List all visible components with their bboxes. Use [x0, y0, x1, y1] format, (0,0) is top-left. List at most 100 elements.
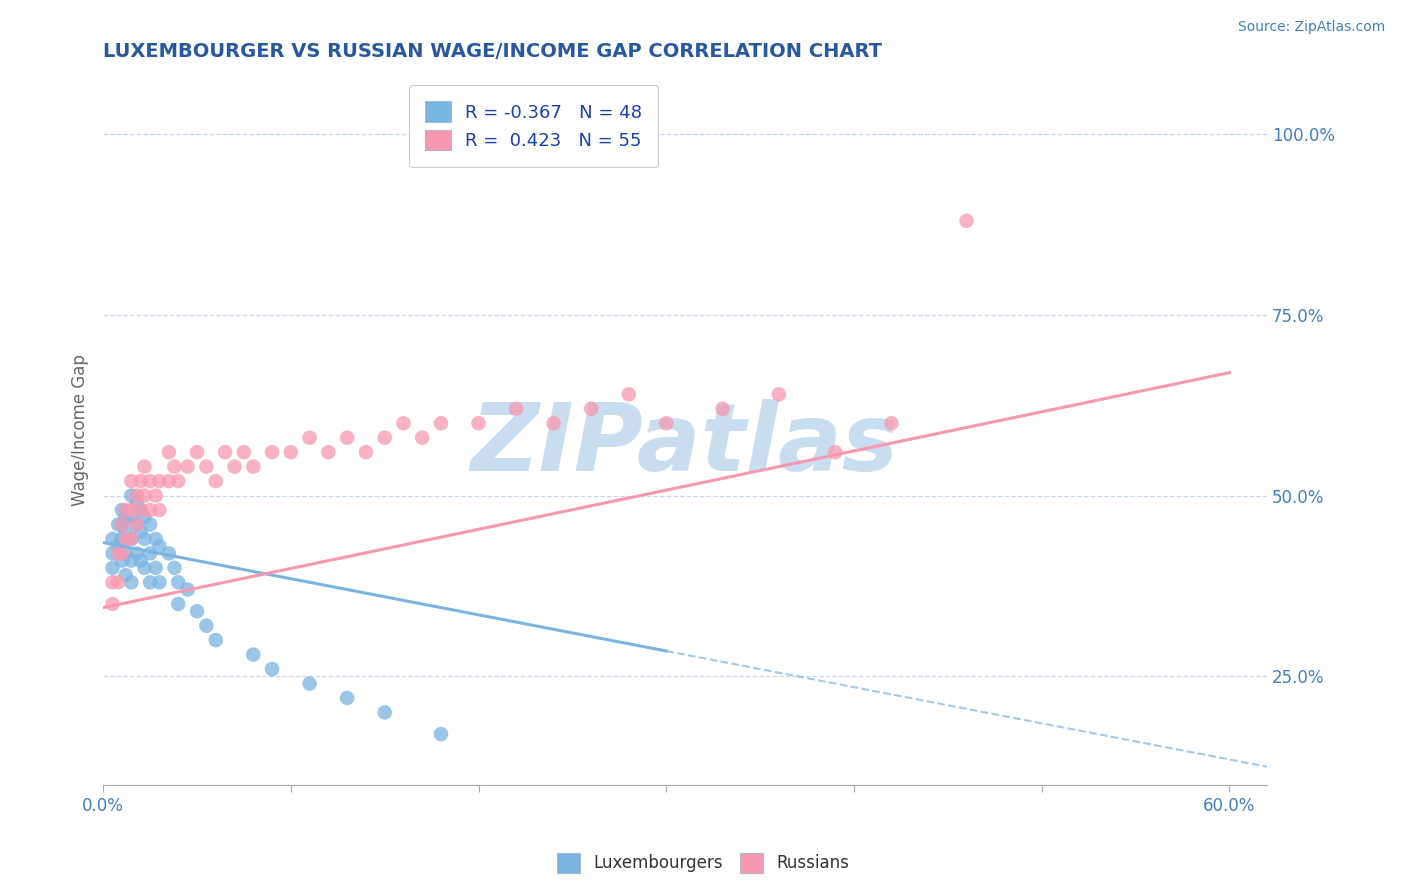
Point	[120, 474, 142, 488]
Point	[214, 445, 236, 459]
Point	[114, 532, 136, 546]
Point	[711, 401, 734, 416]
Point	[176, 582, 198, 597]
Point	[617, 387, 640, 401]
Point	[768, 387, 790, 401]
Point	[186, 604, 208, 618]
Text: Source: ZipAtlas.com: Source: ZipAtlas.com	[1237, 20, 1385, 34]
Point	[148, 539, 170, 553]
Point	[139, 546, 162, 560]
Text: ZIPatlas: ZIPatlas	[471, 399, 898, 491]
Point	[467, 416, 489, 430]
Point	[125, 496, 148, 510]
Point	[134, 459, 156, 474]
Point	[204, 474, 226, 488]
Point	[139, 575, 162, 590]
Point	[111, 517, 134, 532]
Point	[224, 459, 246, 474]
Point	[157, 546, 180, 560]
Point	[107, 575, 129, 590]
Point	[134, 489, 156, 503]
Point	[242, 459, 264, 474]
Point	[955, 214, 977, 228]
Point	[101, 561, 124, 575]
Point	[120, 503, 142, 517]
Point	[111, 532, 134, 546]
Point	[120, 575, 142, 590]
Point	[242, 648, 264, 662]
Point	[129, 503, 152, 517]
Point	[262, 662, 284, 676]
Y-axis label: Wage/Income Gap: Wage/Income Gap	[72, 354, 89, 507]
Point	[148, 503, 170, 517]
Point	[392, 416, 415, 430]
Point	[655, 416, 678, 430]
Point	[145, 561, 167, 575]
Point	[354, 445, 377, 459]
Point	[145, 489, 167, 503]
Point	[148, 474, 170, 488]
Point	[543, 416, 565, 430]
Point	[111, 503, 134, 517]
Point	[157, 445, 180, 459]
Point	[167, 575, 190, 590]
Point	[125, 517, 148, 532]
Point	[157, 474, 180, 488]
Point	[430, 727, 453, 741]
Point	[139, 517, 162, 532]
Point	[111, 553, 134, 567]
Point	[134, 532, 156, 546]
Point	[145, 532, 167, 546]
Point	[280, 445, 302, 459]
Point	[318, 445, 340, 459]
Point	[232, 445, 254, 459]
Point	[107, 517, 129, 532]
Legend: Luxembourgers, Russians: Luxembourgers, Russians	[550, 847, 856, 880]
Point	[262, 445, 284, 459]
Point	[204, 633, 226, 648]
Point	[134, 510, 156, 524]
Point	[374, 431, 396, 445]
Point	[120, 510, 142, 524]
Point	[129, 524, 152, 539]
Point	[374, 706, 396, 720]
Point	[148, 575, 170, 590]
Point	[298, 431, 321, 445]
Point	[114, 568, 136, 582]
Point	[114, 546, 136, 560]
Point	[298, 676, 321, 690]
Point	[167, 597, 190, 611]
Point	[125, 517, 148, 532]
Point	[336, 431, 359, 445]
Point	[101, 597, 124, 611]
Point	[167, 474, 190, 488]
Point	[114, 503, 136, 517]
Point	[101, 532, 124, 546]
Point	[430, 416, 453, 430]
Point	[125, 489, 148, 503]
Point	[880, 416, 903, 430]
Point	[120, 532, 142, 546]
Point	[163, 459, 186, 474]
Point	[107, 546, 129, 560]
Point	[101, 546, 124, 560]
Point	[176, 459, 198, 474]
Point	[824, 445, 846, 459]
Point	[129, 474, 152, 488]
Point	[114, 524, 136, 539]
Point	[139, 503, 162, 517]
Point	[129, 553, 152, 567]
Point	[336, 691, 359, 706]
Point	[163, 561, 186, 575]
Point	[186, 445, 208, 459]
Point	[505, 401, 527, 416]
Point	[101, 575, 124, 590]
Text: LUXEMBOURGER VS RUSSIAN WAGE/INCOME GAP CORRELATION CHART: LUXEMBOURGER VS RUSSIAN WAGE/INCOME GAP …	[103, 42, 882, 61]
Point	[195, 618, 218, 632]
Point	[120, 532, 142, 546]
Point	[125, 546, 148, 560]
Point	[120, 489, 142, 503]
Point	[114, 510, 136, 524]
Point	[107, 539, 129, 553]
Point	[111, 517, 134, 532]
